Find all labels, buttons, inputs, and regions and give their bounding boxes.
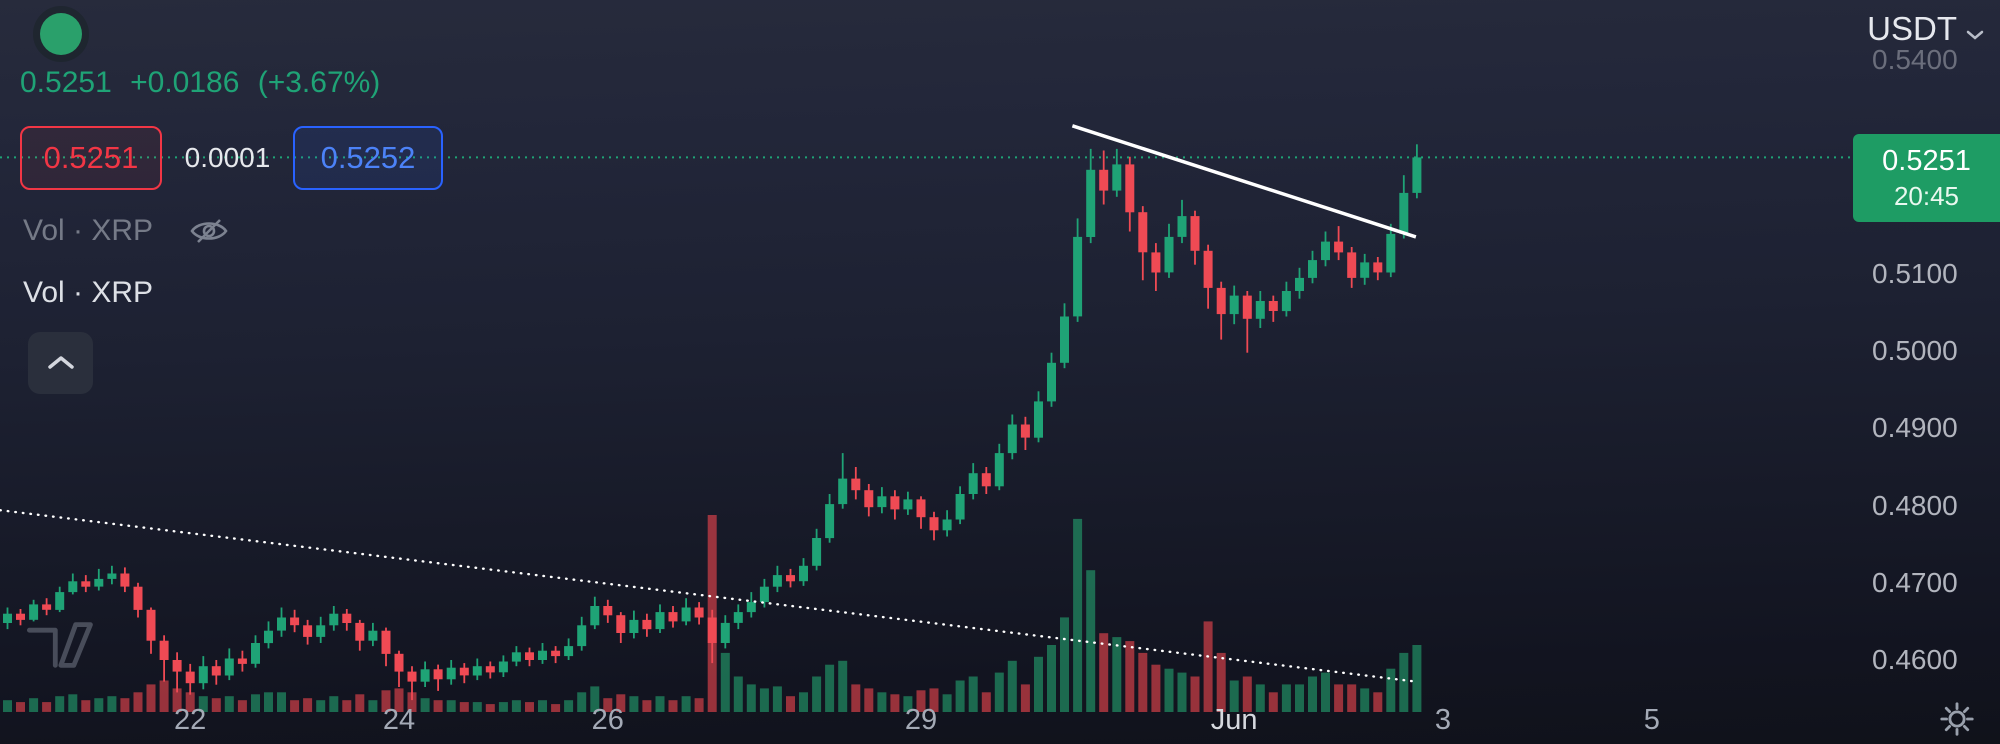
time-axis[interactable]: 22 24 26 29 Jun 3 5 <box>0 700 1860 744</box>
bid-price-button[interactable]: 0.5251 <box>20 126 162 190</box>
quote-currency-selector[interactable]: USDT <box>1867 10 1984 48</box>
bid-ask-row: 0.5251 0.0001 0.5252 <box>20 126 443 190</box>
last-price-text: 0.5251 <box>20 66 112 99</box>
time-axis-label: 5 <box>1643 704 1660 736</box>
price-axis-label: 0.5000 <box>1872 335 1958 367</box>
price-axis-label: 0.4600 <box>1872 644 1958 675</box>
chevron-down-icon <box>1966 10 1984 48</box>
time-axis-label: 24 <box>382 704 416 736</box>
price-change-readout: 0.5251 +0.0186 (+3.67%) <box>20 66 390 100</box>
chevron-up-icon <box>46 354 76 373</box>
volume-legend-row[interactable]: Vol · XRP <box>23 276 153 310</box>
time-axis-label: 3 <box>1434 704 1452 736</box>
time-axis-label: Jun <box>1210 704 1258 736</box>
price-axis-label: 0.5400 <box>1872 44 1958 75</box>
price-axis-label: 0.4700 <box>1872 566 1958 598</box>
status-dot <box>40 13 82 55</box>
time-axis-label: 26 <box>591 704 624 736</box>
price-axis-label: 0.5100 <box>1872 258 1958 289</box>
volume-legend-label: Vol · XRP <box>23 276 154 309</box>
ask-price-button[interactable]: 0.5252 <box>293 126 443 190</box>
candle-countdown: 20:45 <box>1893 180 1960 211</box>
volume-legend-hidden-row: Vol · XRP <box>23 214 229 248</box>
price-axis-label: 0.4900 <box>1872 412 1958 444</box>
price-change-text: +0.0186 <box>130 66 240 99</box>
time-axis-label: 22 <box>174 704 207 736</box>
last-price-badge-value: 0.5251 <box>1882 144 1971 177</box>
volume-legend-hidden-label: Vol · XRP <box>23 214 154 247</box>
spread-value: 0.0001 <box>184 142 271 173</box>
settings-gear-icon[interactable] <box>1938 700 1976 738</box>
price-change-percent-text: (+3.67%) <box>257 66 381 99</box>
eye-slash-icon[interactable] <box>189 217 229 245</box>
tradingview-logo[interactable] <box>22 608 96 682</box>
price-axis-label: 0.4800 <box>1872 489 1958 521</box>
last-price-badge: 0.5251 20:45 <box>1853 134 2000 222</box>
quote-currency-label: USDT <box>1867 10 1957 47</box>
time-axis-label: 29 <box>904 704 938 736</box>
collapse-legend-button[interactable] <box>28 332 93 394</box>
price-axis[interactable]: 0.5400 0.5100 0.5000 0.4900 0.4800 0.4700 0.46… <box>1872 0 2000 700</box>
